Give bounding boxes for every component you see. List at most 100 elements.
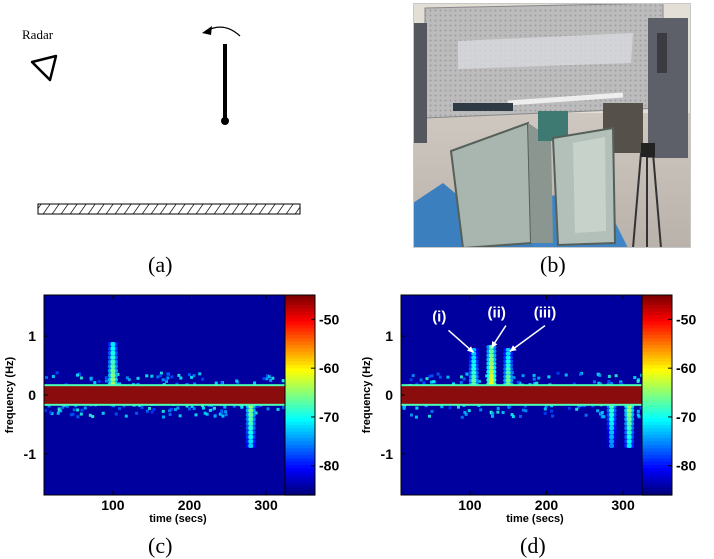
noise-point	[93, 381, 97, 385]
noise-point	[97, 380, 101, 384]
streak-core	[505, 359, 511, 364]
doppler-streak	[624, 403, 635, 448]
colorbar-step	[642, 431, 672, 436]
noise-point	[415, 406, 419, 410]
colorbar-step	[285, 328, 315, 333]
colorbar-step	[642, 395, 672, 399]
noise-point	[122, 404, 126, 408]
noise-point	[89, 376, 93, 380]
colorbar-step	[642, 301, 672, 306]
colorbar-step	[285, 298, 315, 303]
noise-point	[158, 374, 162, 378]
noise-point	[127, 378, 131, 382]
noise-point	[282, 406, 286, 410]
colorbar-step	[285, 381, 315, 386]
noise-point	[55, 371, 59, 375]
streak-core	[471, 359, 477, 364]
noise-point	[266, 374, 270, 378]
dc-band	[44, 386, 312, 404]
noise-point	[496, 406, 500, 410]
colorbar-step	[285, 301, 315, 306]
noise-point	[556, 371, 560, 375]
colorbar-step	[285, 395, 315, 399]
colorbar-step	[642, 305, 672, 309]
spectrogram-d: 100 200 300 1 0 -1 time (secs) frequency (Hz) -5…	[361, 294, 696, 525]
colorbar-step	[285, 371, 315, 376]
noise-point	[61, 405, 65, 409]
noise-point	[185, 404, 189, 408]
experiment-photo	[413, 3, 691, 248]
colorbar-tick-label: -50	[676, 311, 696, 327]
streak-core	[626, 421, 632, 426]
noise-point	[164, 378, 168, 382]
colorbar-step	[285, 481, 315, 486]
streak-core	[505, 363, 511, 368]
noise-point	[88, 413, 92, 417]
streak-core	[248, 425, 254, 431]
colorbar-step	[642, 451, 672, 456]
noise-point	[214, 381, 218, 385]
streak-core	[609, 439, 615, 444]
colorbar-step	[285, 315, 315, 319]
noise-point	[218, 412, 222, 416]
x-tick-label: 200	[178, 497, 202, 513]
colorbar-step	[285, 341, 315, 346]
colorbar-step	[285, 438, 315, 443]
noise-point	[140, 406, 144, 410]
noise-point	[145, 374, 149, 378]
noise-point	[551, 414, 555, 418]
noise-point	[168, 409, 172, 413]
doppler-streak	[468, 347, 479, 387]
noise-point	[161, 415, 165, 419]
colorbar-step	[642, 411, 672, 416]
noise-point	[547, 375, 551, 379]
streak-core	[488, 365, 494, 370]
noise-point	[161, 409, 165, 413]
colorbar-step	[642, 448, 672, 453]
colorbar-step	[285, 375, 315, 379]
noise-point	[159, 371, 163, 375]
noise-point	[104, 376, 108, 380]
noise-point	[76, 415, 80, 419]
noise-point	[166, 372, 170, 376]
colorbar-step	[642, 318, 672, 323]
colorbar-step	[642, 491, 672, 496]
noise-point	[544, 404, 548, 408]
noise-point	[578, 372, 582, 376]
streak-core	[110, 359, 116, 365]
noise-point	[465, 372, 469, 376]
noise-point	[575, 407, 579, 411]
noise-point	[169, 407, 173, 411]
noise-point	[427, 414, 431, 418]
colorbar-step	[285, 468, 315, 473]
streak-core	[110, 346, 116, 351]
noise-point	[610, 382, 614, 386]
streak-core	[488, 361, 494, 366]
streak-core	[505, 367, 511, 371]
colorbar-step	[642, 438, 672, 443]
streak-core	[471, 367, 477, 371]
colorbar-step	[285, 385, 315, 389]
streak-core	[505, 355, 511, 360]
noise-point	[224, 410, 228, 414]
y-axis-label: frequency (Hz)	[4, 356, 16, 433]
colorbar-step	[642, 415, 672, 419]
noise-point	[190, 375, 194, 379]
noise-point	[518, 381, 522, 385]
x-tick-label: 100	[458, 497, 482, 513]
colorbar-step	[642, 398, 672, 403]
colorbar-step	[285, 441, 315, 446]
annotation-arrowhead	[509, 345, 517, 352]
colorbar-step	[642, 488, 672, 493]
noise-point	[59, 409, 63, 413]
colorbar-step	[642, 461, 672, 466]
colorbar-step	[642, 441, 672, 446]
streak-core	[471, 355, 477, 360]
colorbar-step	[642, 421, 672, 426]
wall-surface	[37, 203, 301, 215]
colorbar-step	[642, 365, 672, 369]
noise-point	[161, 378, 165, 382]
noise-point	[467, 409, 471, 413]
streak-core	[488, 353, 494, 358]
colorbar-tick-label: -80	[676, 458, 696, 474]
